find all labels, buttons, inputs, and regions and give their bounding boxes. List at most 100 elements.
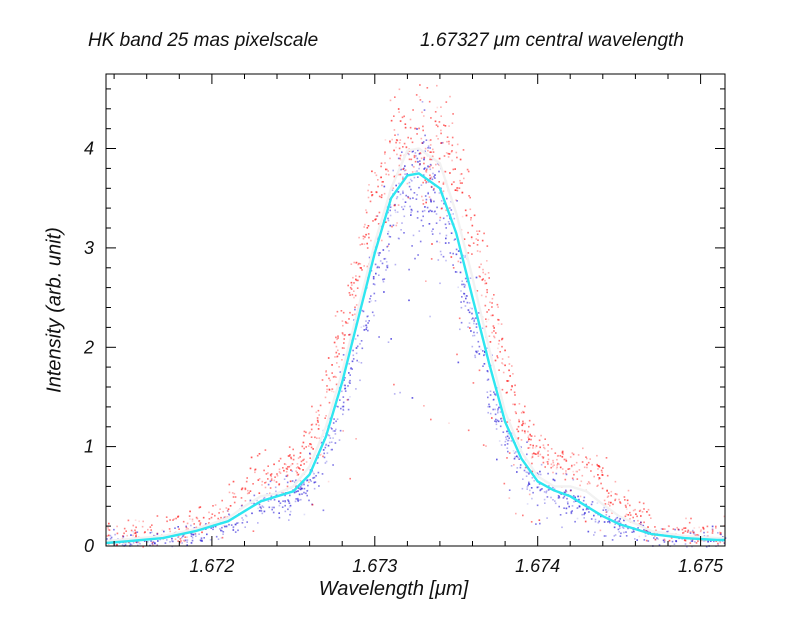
blue-sample-point <box>674 528 676 531</box>
blue-sample-point <box>563 507 565 509</box>
blue-sample-point <box>300 487 303 490</box>
blue-sample-point <box>470 313 473 315</box>
red-sample-point <box>245 480 248 483</box>
blue-sample-point <box>528 483 531 485</box>
red-sample-point <box>189 510 191 513</box>
blue-sample-point <box>333 418 335 420</box>
red-sample-point <box>629 518 631 520</box>
blue-sample-point <box>507 432 510 435</box>
blue-sample-point <box>124 544 127 546</box>
red-sample-point <box>498 339 501 342</box>
red-sample-point <box>372 220 374 222</box>
blue-sample-point <box>331 428 333 430</box>
blue-sample-point <box>322 509 325 512</box>
blue-sample-point <box>332 437 334 439</box>
blue-sample-point <box>421 142 424 144</box>
red-sample-point <box>456 143 459 146</box>
red-sample-point <box>506 391 508 394</box>
blue-sample-point <box>442 255 445 258</box>
red-sample-point <box>368 236 370 239</box>
blue-sample-point <box>303 491 305 494</box>
blue-sample-point <box>559 514 562 516</box>
red-sample-point <box>278 483 281 485</box>
blue-sample-point <box>313 476 316 479</box>
blue-sample-point <box>423 109 426 111</box>
red-sample-point <box>425 201 427 204</box>
blue-sample-point <box>263 496 266 499</box>
blue-sample-point <box>516 455 518 458</box>
blue-sample-point <box>523 469 526 472</box>
red-sample-point <box>407 152 409 155</box>
red-sample-point <box>295 470 297 472</box>
blue-sample-point <box>408 268 410 271</box>
blue-sample-point <box>525 475 528 477</box>
blue-sample-point <box>414 257 416 260</box>
blue-sample-point <box>475 326 478 328</box>
red-sample-point <box>328 389 331 391</box>
red-sample-point <box>377 179 379 181</box>
red-sample-point <box>489 341 492 343</box>
blue-sample-point <box>488 403 490 406</box>
blue-sample-point <box>378 274 380 276</box>
blue-sample-point <box>434 174 436 176</box>
red-sample-point <box>638 523 641 525</box>
blue-sample-point <box>355 388 357 390</box>
blue-sample-point <box>653 537 655 539</box>
red-sample-point <box>269 474 272 476</box>
red-sample-point <box>506 457 508 459</box>
blue-sample-point <box>320 441 323 444</box>
red-sample-point <box>232 480 235 483</box>
red-sample-point <box>683 539 686 541</box>
blue-sample-point <box>234 523 237 526</box>
red-sample-point <box>682 532 684 534</box>
blue-sample-point <box>393 393 396 395</box>
red-sample-point <box>711 532 714 534</box>
red-sample-point <box>550 448 553 450</box>
blue-sample-point <box>349 382 351 384</box>
blue-sample-point <box>409 197 412 200</box>
red-sample-point <box>420 137 423 140</box>
red-sample-point <box>647 526 649 528</box>
blue-sample-point <box>405 194 407 197</box>
red-sample-point <box>517 438 519 440</box>
red-sample-point <box>459 173 462 176</box>
red-sample-point <box>276 473 278 475</box>
red-sample-point <box>476 290 479 292</box>
blue-sample-point <box>383 291 385 293</box>
red-sample-point <box>397 204 400 206</box>
red-sample-point <box>559 466 562 469</box>
blue-sample-point <box>416 170 418 172</box>
blue-sample-point <box>467 309 470 311</box>
blue-sample-point <box>321 473 324 475</box>
blue-sample-point <box>129 543 132 545</box>
red-sample-point <box>554 452 557 454</box>
blue-sample-point <box>593 514 595 517</box>
blue-sample-point <box>323 452 325 455</box>
blue-sample-point <box>299 488 302 491</box>
red-sample-point <box>493 335 495 338</box>
blue-sample-point <box>593 514 595 517</box>
blue-sample-point <box>536 486 539 489</box>
red-sample-point <box>254 468 257 471</box>
red-sample-point <box>201 531 203 534</box>
red-sample-point <box>263 469 265 472</box>
red-sample-point <box>291 463 294 465</box>
red-sample-point <box>528 438 530 440</box>
blue-sample-point <box>528 471 531 474</box>
blue-sample-point <box>536 472 539 475</box>
blue-sample-point <box>154 542 156 545</box>
blue-sample-point <box>417 149 419 152</box>
blue-sample-point <box>392 224 395 227</box>
blue-sample-point <box>372 277 375 280</box>
red-sample-point <box>485 282 488 285</box>
x-tick-label: 1.675 <box>678 556 724 576</box>
blue-sample-point <box>603 521 606 523</box>
red-sample-point <box>199 522 201 524</box>
red-sample-point <box>499 351 501 353</box>
blue-sample-point <box>336 418 339 420</box>
red-sample-point <box>690 517 692 520</box>
blue-sample-point <box>477 350 479 352</box>
blue-sample-point <box>452 252 454 255</box>
red-sample-point <box>514 384 516 387</box>
blue-sample-point <box>424 206 426 208</box>
